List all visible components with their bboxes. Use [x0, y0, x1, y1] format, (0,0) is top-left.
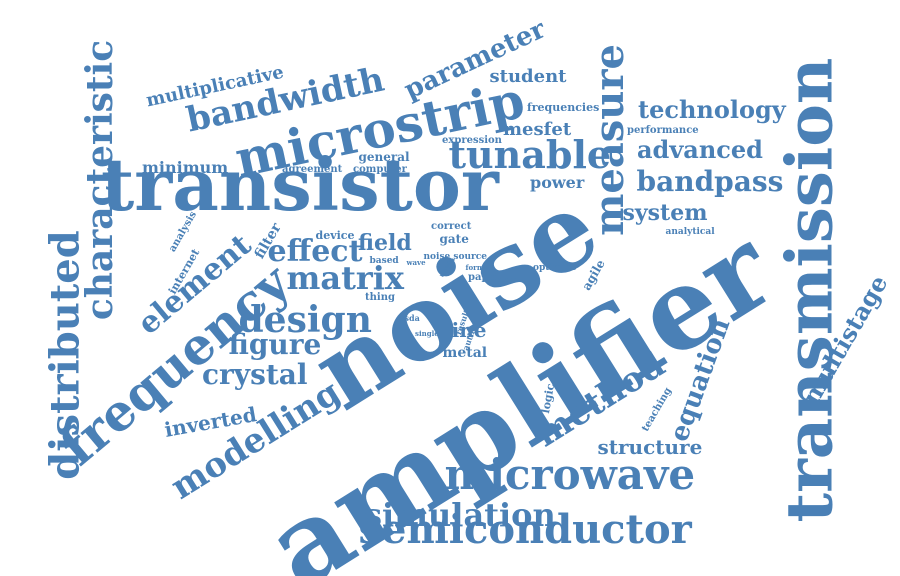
word-performance: performance [627, 126, 699, 136]
word-gate: gate [440, 233, 469, 245]
word-characteristic: characteristic [82, 40, 118, 320]
word-frequencies: frequencies [527, 102, 599, 113]
word-thing: thing [365, 293, 395, 303]
word-stage: stage [498, 276, 519, 283]
word-analytical: analytical [666, 228, 715, 237]
word-field: field [358, 232, 412, 254]
word-optimise: optimise [533, 264, 577, 273]
word-paper: paper [468, 273, 500, 283]
word-device: device [316, 230, 355, 241]
word-form: form [466, 264, 485, 271]
word-mesfet: mesfet [503, 121, 571, 139]
word-simulation: simulation [364, 499, 556, 531]
word-power: power [530, 175, 584, 191]
word-agreement: agreement [282, 165, 342, 175]
word-microwave: microwave [445, 454, 696, 496]
word-transmission: transmission [778, 58, 842, 523]
word-student: student [490, 68, 567, 86]
word-figure: figure [229, 331, 322, 359]
word-expression: expression [442, 136, 502, 146]
word-technology: technology [638, 98, 786, 122]
word-general: general [359, 151, 410, 163]
word-system: system [623, 202, 708, 224]
word-ssda: ssda [400, 314, 420, 322]
word-minimum: minimum [142, 160, 228, 176]
word-wave: wave [407, 259, 426, 266]
word-single: single [415, 330, 439, 337]
word-based: based [370, 257, 399, 266]
word-effect: effect [268, 237, 363, 267]
word-structure: structure [598, 437, 703, 457]
word-crystal: crystal [202, 361, 308, 389]
word-advanced: advanced [637, 138, 763, 162]
word-bandpass: bandpass [637, 168, 784, 196]
word-correct: correct [431, 222, 471, 232]
word-computer: computer [353, 165, 407, 175]
